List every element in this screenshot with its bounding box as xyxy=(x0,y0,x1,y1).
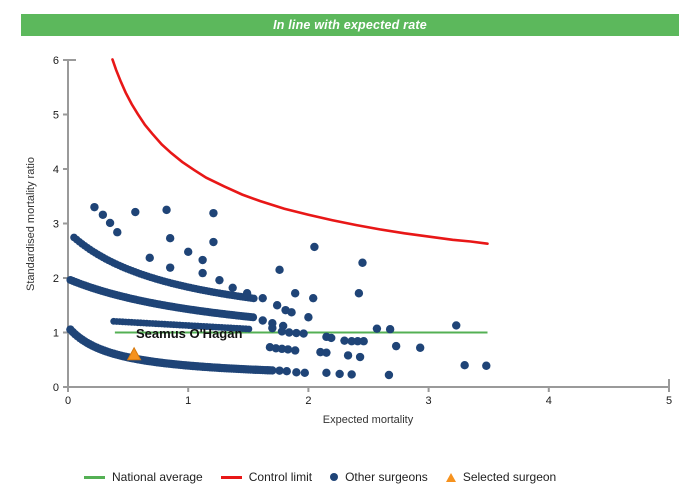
legend-item-control-limit: Control limit xyxy=(220,470,313,484)
control-limit-line-icon xyxy=(220,475,242,479)
svg-text:4: 4 xyxy=(546,395,552,407)
legend-item-national-average: National average xyxy=(84,470,203,484)
legend: National average Control limit Other sur… xyxy=(84,470,556,484)
legend-label: Other surgeons xyxy=(345,470,428,484)
svg-text:5: 5 xyxy=(666,395,672,407)
x-axis-title: Expected mortality xyxy=(322,414,414,426)
svg-text:6: 6 xyxy=(53,55,59,67)
status-banner: In line with expected rate xyxy=(21,14,679,36)
svg-text:0: 0 xyxy=(65,395,71,407)
national-average-line-icon xyxy=(84,475,105,479)
svg-text:1: 1 xyxy=(53,328,59,340)
svg-text:2: 2 xyxy=(53,273,59,285)
y-axis-title: Standardised mortality ratio xyxy=(25,157,37,291)
selected-surgeon-triangle-icon xyxy=(445,472,456,482)
svg-text:0: 0 xyxy=(53,382,59,394)
legend-label: Selected surgeon xyxy=(462,470,557,484)
selected-surgeon-label: Seamus O'Hagan xyxy=(136,326,243,341)
status-banner-label: In line with expected rate xyxy=(273,18,427,32)
svg-text:3: 3 xyxy=(53,219,59,231)
legend-label: Control limit xyxy=(248,470,313,484)
svg-text:5: 5 xyxy=(53,110,59,122)
legend-item-selected-surgeon: Selected surgeon xyxy=(445,470,557,484)
svg-text:2: 2 xyxy=(305,395,311,407)
surgeon-dot-icon xyxy=(330,473,339,481)
legend-label: National average xyxy=(112,470,203,484)
legend-item-other-surgeons: Other surgeons xyxy=(330,470,428,484)
svg-text:4: 4 xyxy=(53,164,59,176)
svg-text:3: 3 xyxy=(426,395,432,407)
svg-text:1: 1 xyxy=(185,395,191,407)
